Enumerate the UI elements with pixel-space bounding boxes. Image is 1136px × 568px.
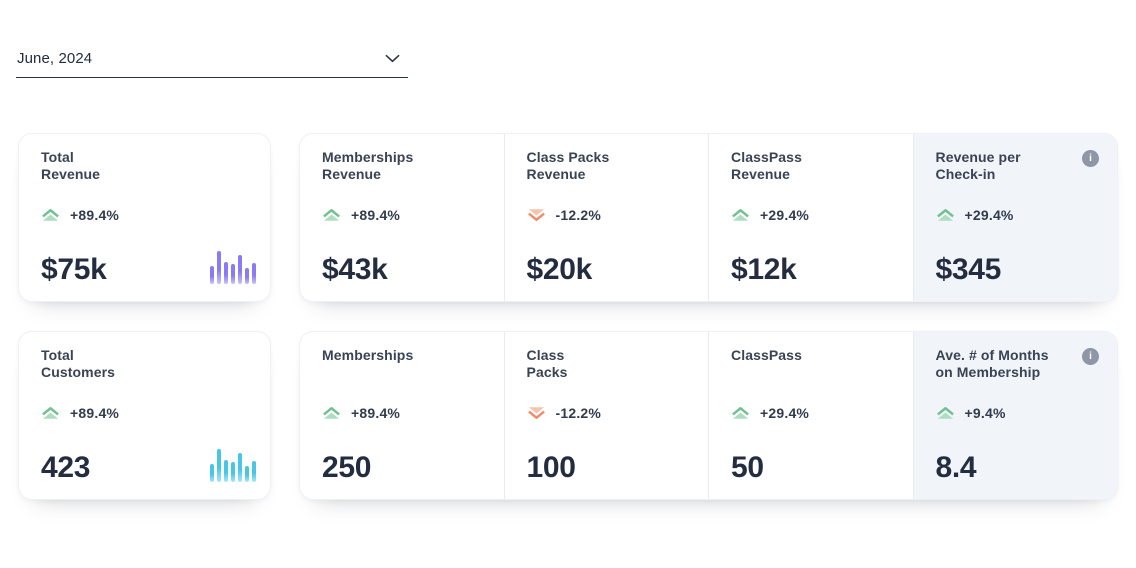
metric-memberships-revenue: Memberships Revenue +89.4% $43k (300, 134, 504, 301)
date-range-value: June, 2024 (17, 50, 93, 67)
trend-change: +89.4% (70, 405, 120, 421)
trend-change: -12.2% (555, 207, 602, 223)
trend-up-icon (731, 406, 750, 420)
metric-title: Memberships (322, 347, 414, 363)
trend-change: +29.4% (760, 207, 810, 223)
metric-revenue-per-checkin: Revenue per Check-in i +29.4% $345 (912, 134, 1117, 301)
metric-title: Ave. # of Months on Membership (935, 347, 1049, 380)
trend-up-icon (41, 208, 60, 222)
trend-up-icon (322, 208, 341, 222)
total-revenue-card: Total Revenue +89.4% $75k (18, 133, 271, 302)
metric-title: ClassPass Revenue (731, 149, 802, 182)
metric-title: Memberships Revenue (322, 149, 414, 182)
metric-class-packs: Class Packs -12.2% 100 (503, 332, 709, 499)
metric-value: $43k (322, 253, 388, 286)
metric-title: Revenue per Check-in (935, 149, 1021, 182)
trend-change: +29.4% (964, 207, 1014, 223)
trend-change: +89.4% (351, 405, 401, 421)
metric-value: 50 (731, 451, 764, 484)
total-customers-card: Total Customers +89.4% 423 (18, 331, 271, 500)
metric-title: ClassPass (731, 347, 802, 363)
date-range-select[interactable]: June, 2024 (16, 48, 408, 78)
trend-up-icon (936, 208, 955, 222)
metric-value: $12k (731, 253, 797, 286)
metric-title: Total Revenue (41, 149, 101, 182)
metric-title: Class Packs Revenue (526, 149, 610, 182)
trend-change: -12.2% (555, 405, 602, 421)
trend-up-icon (936, 406, 955, 420)
metric-total-customers: Total Customers +89.4% 423 (19, 332, 270, 499)
metric-avg-months-on-membership: Ave. # of Months on Membership i +9.4% 8… (912, 332, 1117, 499)
metric-memberships: Memberships +89.4% 250 (300, 332, 504, 499)
metric-title: Total Customers (41, 347, 116, 380)
info-icon[interactable]: i (1082, 348, 1099, 365)
trend-down-icon (527, 406, 546, 420)
metric-title: Class Packs (526, 347, 568, 380)
trend-down-icon (527, 208, 546, 222)
metric-value: 8.4 (935, 451, 977, 484)
metric-value: $345 (935, 253, 1002, 286)
metric-value: $20k (526, 253, 593, 286)
revenue-mini-bar-chart (210, 251, 256, 284)
revenue-breakdown-card: Memberships Revenue +89.4% $43k Class Pa… (299, 133, 1118, 302)
trend-change: +89.4% (70, 207, 120, 223)
trend-change: +9.4% (964, 405, 1006, 421)
trend-change: +89.4% (351, 207, 401, 223)
metric-value: 100 (526, 451, 576, 484)
metric-value: $75k (41, 253, 107, 286)
chevron-down-icon (385, 54, 400, 63)
customers-mini-bar-chart (210, 449, 256, 482)
metric-classpass: ClassPass +29.4% 50 (708, 332, 913, 499)
trend-change: +29.4% (760, 405, 810, 421)
customers-breakdown-card: Memberships +89.4% 250 Class Packs (299, 331, 1118, 500)
trend-up-icon (322, 406, 341, 420)
metric-class-packs-revenue: Class Packs Revenue -12.2% $20k (503, 134, 709, 301)
metric-value: 250 (322, 451, 372, 484)
trend-up-icon (41, 406, 60, 420)
metric-total-revenue: Total Revenue +89.4% $75k (19, 134, 270, 301)
trend-up-icon (731, 208, 750, 222)
metric-classpass-revenue: ClassPass Revenue +29.4% $12k (708, 134, 913, 301)
info-icon[interactable]: i (1082, 150, 1099, 167)
metric-value: 423 (41, 451, 91, 484)
